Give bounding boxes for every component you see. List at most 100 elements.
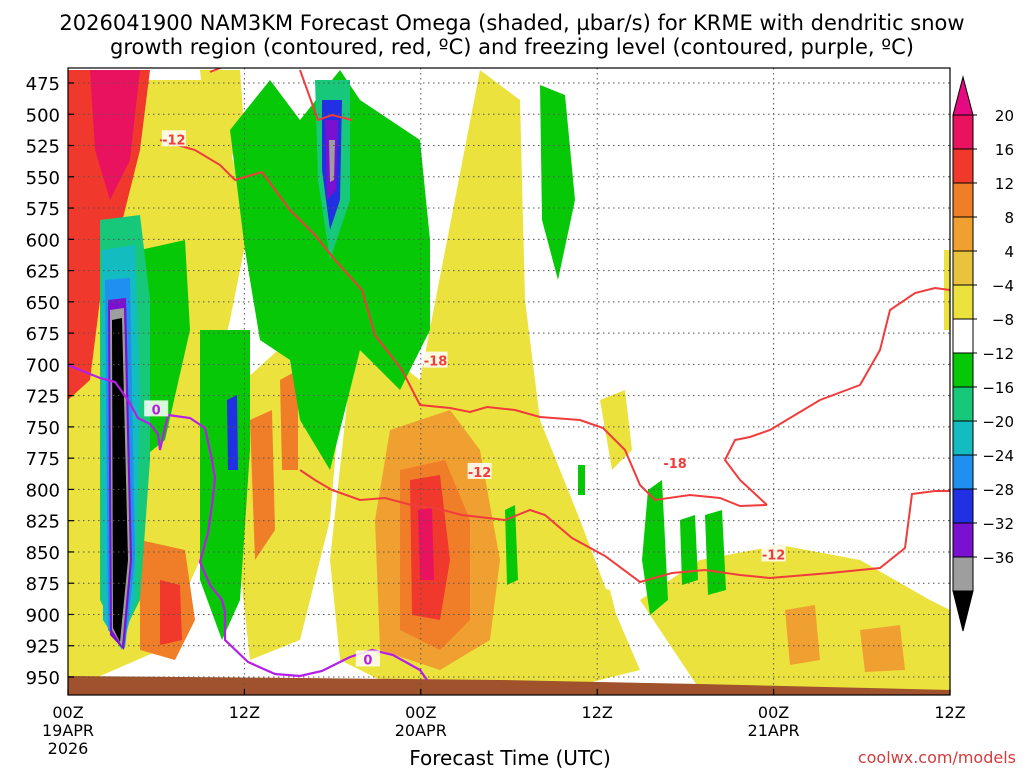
x-tick-label: 12Z — [582, 703, 613, 722]
y-tick-label: 875 — [26, 574, 60, 595]
contour-labels: -12 -18 -12 -18 -12 0 0 — [144, 130, 786, 668]
y-tick-label: 625 — [26, 262, 60, 283]
y-tick-label: 750 — [26, 418, 60, 439]
credit-text: coolwx.com/models — [858, 748, 1016, 767]
colorbar-label: −36 — [982, 549, 1014, 567]
contour-label: -18 — [663, 457, 687, 472]
colorbar-label: −20 — [982, 413, 1014, 431]
colorbar-label: −28 — [982, 481, 1014, 499]
contour-label-background — [761, 545, 786, 562]
x-tick-date-label: 21APR — [748, 721, 800, 740]
y-tick-label: 500 — [26, 105, 60, 126]
contour-red-minus12-right-top — [299, 69, 353, 122]
contour-label: 0 — [363, 653, 372, 668]
colorbar-label: 12 — [995, 175, 1014, 193]
y-tick-label: 950 — [26, 668, 60, 689]
x-tick-label: 12Z — [229, 703, 260, 722]
y-tick-label: 525 — [26, 137, 60, 158]
y-tick-label: 925 — [26, 637, 60, 658]
omega-region-green-2 — [540, 85, 575, 280]
x-tick-date-label: 19APR — [42, 721, 94, 740]
contour-label: -18 — [424, 355, 448, 370]
terrain-band — [68, 676, 950, 695]
contour-label-background — [663, 454, 688, 471]
contour-red-minus18 — [723, 286, 950, 506]
colorbar-label: −4 — [992, 277, 1014, 295]
colorbar-bottom-arrow — [952, 590, 974, 632]
omega-region-green-7 — [680, 515, 698, 585]
colorbar-label: −32 — [982, 515, 1014, 533]
omega-region-magenta-1 — [90, 70, 140, 200]
colorbar-swatch — [952, 420, 974, 456]
contour-purple-zero — [68, 363, 428, 681]
colorbar-swatch — [952, 284, 974, 320]
colorbar-label: 16 — [995, 141, 1014, 159]
colorbar-label: −12 — [982, 345, 1014, 363]
contour-label: -12 — [468, 466, 492, 481]
omega-region-orange-4 — [250, 410, 275, 560]
colorbar-label: 8 — [1004, 209, 1014, 227]
colorbar: 20 16 12 8 4 −4 −8 −12 −16 −20 −24 −28 −32 −36 — [952, 75, 1014, 632]
y-tick-label: 675 — [26, 324, 60, 345]
colorbar-swatch — [952, 454, 974, 490]
y-tick-label: 550 — [26, 168, 60, 189]
omega-region-orange-7 — [785, 605, 820, 665]
contours — [68, 68, 950, 681]
colorbar-swatch — [952, 488, 974, 524]
omega-region-green-6 — [642, 480, 668, 615]
contour-label-background — [467, 462, 492, 479]
omega-region-magenta-2 — [418, 508, 434, 580]
y-tick-label: 825 — [26, 512, 60, 533]
omega-shading — [68, 70, 950, 695]
colorbar-swatch — [952, 318, 974, 354]
omega-region-green-1 — [230, 70, 430, 470]
grid-lines — [68, 68, 950, 695]
y-tick-label: 475 — [26, 74, 60, 95]
x-tick-date-label: 20APR — [395, 721, 447, 740]
colorbar-swatch — [952, 556, 974, 592]
colorbar-label: −16 — [982, 379, 1014, 397]
omega-region-blue-3 — [227, 395, 238, 470]
colorbar-swatch — [952, 522, 974, 558]
y-tick-label: 725 — [26, 387, 60, 408]
contour-label: -12 — [162, 133, 186, 148]
contour-label-background — [161, 130, 186, 147]
omega-region-green-9 — [578, 465, 585, 495]
omega-region-black-1 — [112, 318, 128, 642]
x-axis-label: Forecast Time (UTC) — [409, 746, 611, 768]
omega-region-green-3 — [200, 330, 250, 640]
colorbar-label: −8 — [992, 311, 1014, 329]
colorbar-swatch — [952, 352, 974, 388]
x-tick-year-label: 2026 — [48, 739, 89, 758]
y-tick-label: 600 — [26, 230, 60, 251]
contour-label-background — [355, 650, 380, 667]
x-tick-label: 00Z — [52, 703, 83, 722]
colorbar-swatch — [952, 250, 974, 286]
colorbar-swatch — [952, 182, 974, 218]
colorbar-swatch — [952, 114, 974, 150]
omega-region-gray-2 — [329, 140, 335, 182]
colorbar-swatch — [952, 386, 974, 422]
colorbar-label: 20 — [995, 107, 1014, 125]
contour-red-minus12-lower — [299, 469, 950, 584]
colorbar-label: 4 — [1004, 243, 1014, 261]
contour-label: 0 — [152, 403, 161, 418]
chart-title-line2: growth region (contoured, red, ºC) and f… — [110, 35, 914, 59]
plot-frame — [67, 67, 951, 696]
y-tick-label: 775 — [26, 449, 60, 470]
colorbar-swatch — [952, 148, 974, 184]
contour-red-minus12-upper — [159, 139, 768, 508]
omega-region-green-5 — [505, 505, 518, 585]
colorbar-label: −24 — [982, 447, 1014, 465]
x-tick-label: 00Z — [758, 703, 789, 722]
omega-region-orange-5 — [280, 370, 298, 470]
y-tick-label: 650 — [26, 293, 60, 314]
omega-region-orange-6 — [860, 625, 905, 672]
y-tick-label: 575 — [26, 199, 60, 220]
y-tick-label: 800 — [26, 480, 60, 501]
y-tick-label: 850 — [26, 543, 60, 564]
x-tick-label: 00Z — [405, 703, 436, 722]
colorbar-swatch — [952, 216, 974, 252]
